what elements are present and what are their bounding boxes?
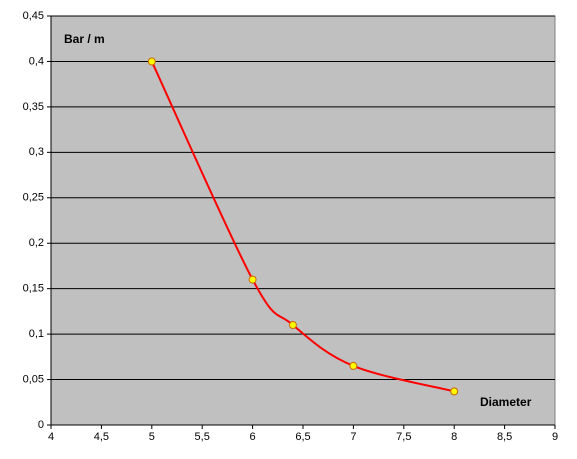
x-axis-label: Diameter [480,395,532,409]
x-tick-label: 9 [552,431,558,443]
x-tick-label: 6,5 [295,431,310,443]
y-tick-label: 0,3 [29,146,44,158]
data-point [248,275,257,284]
data-point [349,361,358,370]
content [147,57,459,396]
plot-area [50,15,556,426]
grid [51,15,555,381]
x-tick-label: 7 [350,431,356,443]
series-line [150,61,455,393]
data-point [288,321,297,330]
y-tick-label: 0 [38,419,44,431]
x-tick-label: 4,5 [94,431,109,443]
x-tick-label: 5,5 [195,431,210,443]
y-tick-label: 0,05 [23,373,44,385]
x-tick-label: 8 [451,431,457,443]
data-point [147,57,156,66]
data-point [450,387,459,396]
y-tick-label: 0,1 [29,328,44,340]
y-tick-label: 0,4 [29,55,44,67]
y-tick-label: 0,35 [23,101,44,113]
x-tick-label: 4 [48,431,54,443]
x-tick-label: 7,5 [396,431,411,443]
y-tick-label: 0,15 [23,283,44,295]
y-tick-label: 0,25 [23,192,44,204]
y-tick-label: 0,2 [29,237,44,249]
x-tick-label: 5 [149,431,155,443]
x-tick-label: 8,5 [497,431,512,443]
x-tick-label: 6 [250,431,256,443]
y-axis-label: Bar / m [64,32,105,46]
y-tick-label: 0,45 [23,10,44,22]
